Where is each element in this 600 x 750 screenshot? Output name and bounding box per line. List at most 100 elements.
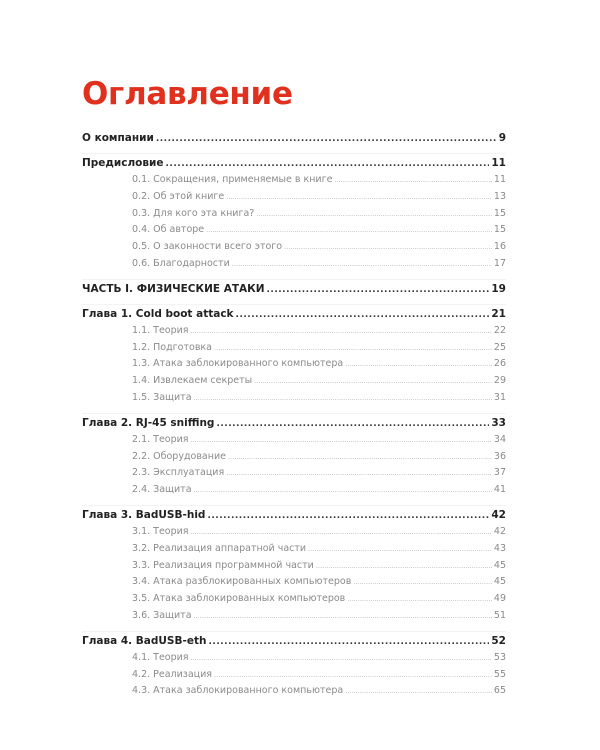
page-number: 52: [491, 634, 506, 647]
page-number: 25: [493, 341, 506, 353]
page-number: 16: [493, 241, 506, 253]
dot-leader: [214, 667, 492, 684]
entry-title: 0.2. Об этой книге: [132, 190, 225, 202]
toc-section[interactable]: Глава 3. BadUSB-hid 42: [82, 504, 506, 524]
entry-title: 4.3. Атака заблокированного компьютера: [132, 685, 344, 697]
dot-leader: [191, 323, 492, 340]
entry-title: ЧАСТЬ I. ФИЗИЧЕСКИЕ АТАКИ: [82, 282, 265, 295]
toc-subsection[interactable]: 0.6. Благодарности 17: [82, 256, 506, 273]
toc-section[interactable]: О компании 9: [82, 129, 506, 147]
toc-subsection[interactable]: 3.3. Реализация программной части 45: [82, 558, 506, 575]
entry-title: 3.1. Теория: [132, 525, 189, 537]
dot-leader: [334, 172, 491, 189]
entry-title: Глава 2. RJ-45 sniffing: [82, 416, 215, 429]
toc-subsection[interactable]: 1.4. Извлекаем секреты 29: [82, 373, 506, 390]
page-number: 65: [493, 685, 506, 697]
page-number: 15: [493, 224, 506, 236]
toc-subsection[interactable]: 3.4. Атака разблокированных компьютеров 4…: [82, 574, 506, 591]
toc-subsection[interactable]: 2.3. Эксплуатация 37: [82, 465, 506, 482]
dot-leader: [228, 449, 492, 466]
dot-leader: [191, 650, 492, 667]
toc-subsection[interactable]: 4.1. Теория 53: [82, 650, 506, 667]
entry-title: 0.5. О законности всего этого: [132, 241, 283, 253]
page-number: 15: [493, 207, 506, 219]
entry-title: 0.6. Благодарности: [132, 257, 230, 269]
page-number: 11: [493, 174, 506, 185]
page-number: 45: [493, 576, 506, 588]
toc-section[interactable]: Глава 1. Cold boot attack 21: [82, 303, 506, 323]
entry-title: 1.3. Атака заблокированного компьютера: [132, 358, 344, 370]
entry-title: 3.3. Реализация программной части: [132, 559, 314, 571]
toc-subsection[interactable]: 1.2. Подготовка 25: [82, 340, 506, 357]
toc-section[interactable]: ЧАСТЬ I. ФИЗИЧЕСКИЕ АТАКИ 19: [82, 278, 506, 298]
toc-subsection[interactable]: 0.2. Об этой книге 13: [82, 189, 506, 206]
entry-title: Предисловие: [82, 157, 164, 169]
dot-leader: [166, 154, 490, 172]
entry-title: 0.1. Сокращения, применяемые в книге: [132, 174, 333, 185]
page-number: 9: [498, 132, 506, 144]
page-number: 26: [493, 358, 506, 370]
page-number: 45: [493, 559, 506, 571]
toc-subsection[interactable]: 1.5. Защита 31: [82, 390, 506, 407]
dot-leader: [156, 129, 497, 147]
toc-subsection[interactable]: 2.4. Защита 41: [82, 482, 506, 499]
dot-leader: [194, 482, 492, 499]
dot-leader: [194, 390, 492, 407]
dot-leader: [254, 373, 492, 390]
toc-section[interactable]: Глава 2. RJ-45 sniffing 33: [82, 412, 506, 432]
toc-subsection[interactable]: 0.5. О законности всего этого 16: [82, 239, 506, 256]
dot-leader: [216, 414, 489, 432]
entry-title: 0.4. Об авторе: [132, 224, 205, 236]
page-number: 17: [493, 257, 506, 269]
entry-title: 4.1. Теория: [132, 651, 189, 663]
table-of-contents: О компании9Предисловие110.1. Сокращения,…: [82, 129, 506, 700]
entry-title: О компании: [82, 132, 154, 144]
dot-leader: [256, 206, 492, 223]
entry-title: Глава 3. BadUSB-hid: [82, 508, 206, 521]
page-number: 34: [493, 433, 506, 445]
dot-leader: [308, 541, 492, 558]
page-number: 22: [493, 324, 506, 336]
toc-subsection[interactable]: 4.3. Атака заблокированного компьютера 65: [82, 683, 506, 700]
entry-title: 2.2. Оборудование: [132, 450, 226, 462]
dot-leader: [208, 632, 489, 650]
toc-subsection[interactable]: 3.1. Теория 42: [82, 524, 506, 541]
page-number: 42: [491, 508, 506, 521]
dot-leader: [316, 558, 492, 575]
dot-leader: [345, 683, 492, 700]
entry-title: 2.4. Защита: [132, 484, 192, 496]
page-number: 33: [491, 416, 506, 429]
toc-subsection[interactable]: 0.3. Для кого эта книга? 15: [82, 206, 506, 223]
toc-subsection[interactable]: 3.2. Реализация аппаратной части 43: [82, 541, 506, 558]
toc-subsection[interactable]: 4.2. Реализация 55: [82, 667, 506, 684]
dot-leader: [232, 256, 492, 273]
toc-subsection[interactable]: 0.4. Об авторе 15: [82, 222, 506, 239]
page-number: 13: [493, 190, 506, 202]
page-number: 36: [493, 450, 506, 462]
dot-leader: [191, 524, 492, 541]
dot-leader: [226, 465, 492, 482]
entry-title: 2.1. Теория: [132, 433, 189, 445]
page-number: 21: [491, 307, 506, 320]
dot-leader: [345, 356, 492, 373]
dot-leader: [236, 305, 490, 323]
toc-section[interactable]: Предисловие 11: [82, 153, 506, 172]
entry-title: 1.4. Извлекаем секреты: [132, 375, 253, 387]
page-number: 41: [493, 484, 506, 496]
toc-subsection[interactable]: 2.2. Оборудование 36: [82, 449, 506, 466]
toc-subsection[interactable]: 0.1. Сокращения, применяемые в книге 11: [82, 172, 506, 189]
toc-section[interactable]: Глава 4. BadUSB-eth 52: [82, 630, 506, 650]
entry-title: 3.6. Защита: [132, 609, 192, 621]
page-number: 49: [493, 593, 506, 605]
toc-subsection[interactable]: 3.6. Защита 51: [82, 608, 506, 625]
page-number: 37: [493, 467, 506, 479]
dot-leader: [226, 189, 492, 206]
toc-subsection[interactable]: 2.1. Теория 34: [82, 432, 506, 449]
toc-subsection[interactable]: 1.3. Атака заблокированного компьютера 26: [82, 356, 506, 373]
toc-subsection[interactable]: 1.1. Теория 22: [82, 323, 506, 340]
page-number: 29: [493, 375, 506, 387]
entry-title: 3.2. Реализация аппаратной части: [132, 542, 307, 554]
toc-subsection[interactable]: 3.5. Атака заблокированных компьютеров 49: [82, 591, 506, 608]
dot-leader: [266, 280, 489, 298]
dot-leader: [206, 222, 492, 239]
